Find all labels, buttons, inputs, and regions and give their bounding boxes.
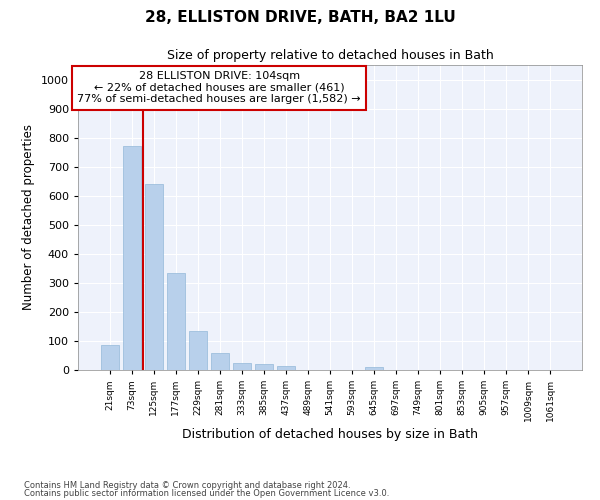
Text: Contains HM Land Registry data © Crown copyright and database right 2024.: Contains HM Land Registry data © Crown c… [24, 480, 350, 490]
Text: 28, ELLISTON DRIVE, BATH, BA2 1LU: 28, ELLISTON DRIVE, BATH, BA2 1LU [145, 10, 455, 25]
Bar [233, 362, 251, 370]
Bar [123, 146, 140, 370]
X-axis label: Distribution of detached houses by size in Bath: Distribution of detached houses by size … [182, 428, 478, 441]
Bar [211, 352, 229, 370]
Text: 28 ELLISTON DRIVE: 104sqm
← 22% of detached houses are smaller (461)
77% of semi: 28 ELLISTON DRIVE: 104sqm ← 22% of detac… [77, 71, 361, 104]
Bar [277, 366, 295, 370]
Bar [167, 272, 185, 370]
Bar [255, 364, 273, 370]
Bar [365, 366, 383, 370]
Bar [189, 331, 206, 370]
Bar [101, 346, 119, 370]
Bar [145, 184, 163, 370]
Text: Contains public sector information licensed under the Open Government Licence v3: Contains public sector information licen… [24, 489, 389, 498]
Title: Size of property relative to detached houses in Bath: Size of property relative to detached ho… [167, 50, 493, 62]
Y-axis label: Number of detached properties: Number of detached properties [22, 124, 35, 310]
